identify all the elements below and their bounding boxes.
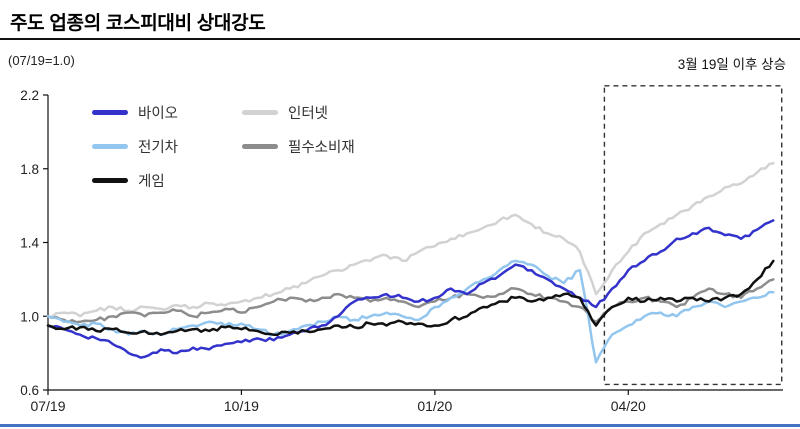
chart-annotation: 3월 19일 이후 상승 [677,57,786,72]
series-line-필수소비재 [46,278,775,324]
x-tick-label: 07/19 [30,398,65,414]
x-tick-label: 10/19 [224,398,259,414]
series-line-게임 [46,259,775,337]
legend-label-internet: 인터넷 [288,106,329,122]
title-rule [0,38,800,40]
x-tick-label: 01/20 [417,398,452,414]
legend-item-internet: 인터넷 [242,102,412,123]
chart-legend: 바이오 인터넷 전기차 필수소비재 게임 [92,102,412,191]
legend-label-game: 게임 [138,174,165,190]
x-tick-label: 04/20 [611,398,646,414]
legend-swatch-bio [92,110,128,115]
y-tick-label: 1.4 [20,236,39,251]
legend-label-staples: 필수소비재 [288,140,355,156]
legend-swatch-ev [92,144,128,149]
y-tick-label: 1.8 [20,162,39,177]
series-line-인터넷 [46,161,775,319]
legend-swatch-internet [242,110,278,115]
legend-swatch-game [92,178,128,183]
series-line-바이오 [46,219,775,359]
legend-label-ev: 전기차 [138,140,179,156]
legend-swatch-staples [242,144,278,149]
y-tick-label: 2.2 [20,88,39,103]
y-tick-label: 0.6 [20,383,39,398]
legend-item-ev: 전기차 [92,136,242,157]
legend-label-bio: 바이오 [138,106,179,122]
y-tick-label: 1.0 [20,309,39,324]
footer-rule [0,424,800,427]
page-title: 주도 업종의 코스피대비 상대강도 [10,13,266,34]
legend-item-bio: 바이오 [92,102,242,123]
annotation-box [603,85,783,386]
legend-item-game: 게임 [92,170,242,191]
axis-unit-note: (07/19=1.0) [8,53,75,68]
legend-item-staples: 필수소비재 [242,136,412,157]
series-line-전기차 [46,259,775,364]
